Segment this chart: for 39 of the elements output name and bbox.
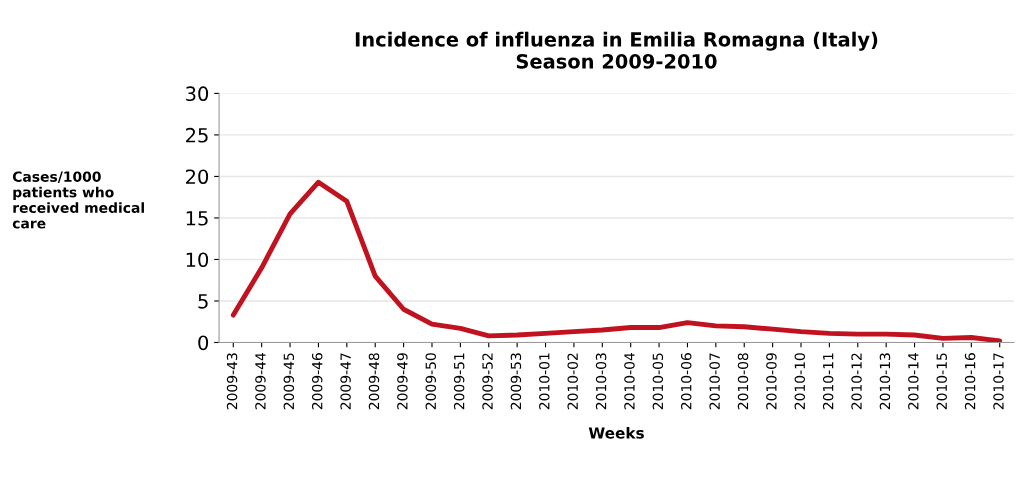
x-tick-label: 2010-01 [539, 353, 550, 410]
y-tick-label: 5 [198, 294, 208, 309]
y-tick-label: 0 [198, 335, 209, 351]
x-tick-label: 2009-53 [510, 353, 522, 410]
x-tick-label: 2009-44 [255, 352, 266, 410]
x-tick-label: 2010-08 [737, 353, 749, 410]
x-tick-label: 2009-47 [340, 353, 351, 410]
y-axis-title: Cases/1000 patients who received medical care [12, 171, 144, 229]
x-tick-label: 2010-14 [908, 352, 919, 410]
y-tick-label: 15 [186, 211, 208, 226]
x-tick-label: 2009-51 [453, 353, 465, 410]
x-tick-label: 2010-16 [964, 353, 976, 410]
x-tick-label: 2010-05 [652, 353, 664, 410]
x-tick-label: 2009-49 [397, 353, 408, 410]
x-axis-title: Weeks [588, 426, 644, 439]
x-tick-label: 2009-46 [311, 353, 323, 410]
x-tick-label: 2009-45 [283, 353, 295, 410]
x-tick-label: 2010-06 [680, 353, 692, 410]
line-series [230, 179, 1003, 343]
x-tick-label: 2009-43 [226, 353, 238, 410]
y-tick-label: 20 [186, 169, 209, 185]
y-tick-label: 30 [186, 86, 209, 102]
x-tick-label: 2010-17 [993, 353, 1004, 410]
x-tick-label: 2010-13 [879, 353, 891, 410]
x-tick-label: 2010-07 [709, 353, 720, 410]
x-tick-label: 2010-11 [822, 353, 834, 410]
x-tick-label: 2010-02 [567, 353, 578, 410]
y-tick-label: 10 [186, 252, 209, 268]
x-tick-label: 2010-10 [794, 353, 806, 410]
x-tick-label: 2010-04 [624, 352, 635, 410]
x-tick-label: 2009-48 [368, 353, 380, 410]
x-tick-label: 2010-12 [851, 353, 862, 410]
x-tick-label: 2009-52 [482, 353, 493, 410]
x-tick-label: 2009-50 [425, 353, 437, 410]
x-tick-label: 2010-15 [936, 353, 947, 410]
y-tick-label: 25 [186, 127, 208, 143]
x-tick-label: 2010-03 [595, 353, 607, 410]
x-tick-label: 2010-09 [766, 353, 777, 410]
chart-title: Incidence of influenza in Emilia Romagna (Italy) Season 2009-2010 [355, 31, 878, 69]
